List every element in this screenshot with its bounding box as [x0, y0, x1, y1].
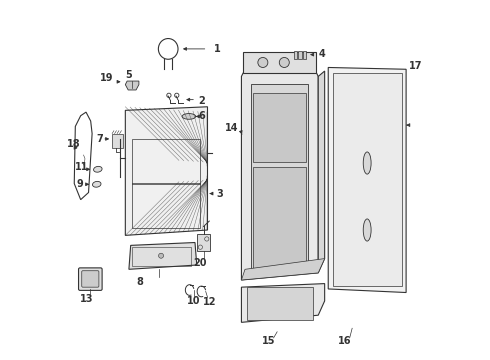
Polygon shape [125, 81, 139, 90]
Text: 9: 9 [76, 179, 83, 189]
Circle shape [258, 58, 268, 67]
Polygon shape [125, 107, 207, 235]
Text: 12: 12 [203, 297, 217, 307]
Text: 8: 8 [136, 277, 143, 287]
Bar [132, 139, 200, 184]
Bar [303, 51, 306, 59]
Text: 6: 6 [198, 111, 205, 121]
Bar [294, 51, 297, 59]
Ellipse shape [363, 152, 371, 174]
Text: 10: 10 [187, 296, 200, 306]
Text: 16: 16 [338, 337, 351, 346]
Text: 17: 17 [409, 61, 423, 71]
Bar [132, 247, 192, 266]
FancyBboxPatch shape [82, 271, 99, 287]
Bar [251, 84, 308, 269]
Text: 1: 1 [214, 44, 220, 54]
Polygon shape [242, 258, 325, 280]
Circle shape [159, 253, 164, 258]
Bar [253, 93, 306, 162]
Text: 18: 18 [67, 139, 81, 149]
Ellipse shape [94, 166, 102, 172]
Ellipse shape [182, 113, 196, 119]
Text: 14: 14 [225, 123, 239, 133]
Bar [112, 134, 123, 148]
Polygon shape [328, 67, 406, 293]
Polygon shape [318, 71, 325, 273]
Text: 15: 15 [262, 337, 276, 346]
Text: 19: 19 [100, 73, 114, 83]
Text: 2: 2 [198, 96, 205, 107]
Polygon shape [242, 284, 325, 322]
Text: 20: 20 [193, 258, 207, 268]
Bar [132, 183, 200, 228]
FancyBboxPatch shape [78, 268, 102, 291]
Text: 13: 13 [80, 294, 94, 303]
Circle shape [279, 58, 289, 67]
Polygon shape [242, 73, 318, 280]
Bar [253, 167, 306, 267]
Text: 5: 5 [125, 69, 132, 80]
Bar [333, 73, 402, 286]
Ellipse shape [363, 219, 371, 241]
Bar [247, 288, 313, 320]
Ellipse shape [93, 181, 101, 187]
Text: 4: 4 [318, 49, 325, 59]
Polygon shape [129, 243, 197, 269]
Bar [298, 51, 302, 59]
Text: 7: 7 [97, 134, 103, 144]
Bar [197, 234, 210, 251]
Bar [243, 52, 317, 73]
Text: 11: 11 [75, 162, 89, 172]
Text: 3: 3 [217, 189, 223, 199]
